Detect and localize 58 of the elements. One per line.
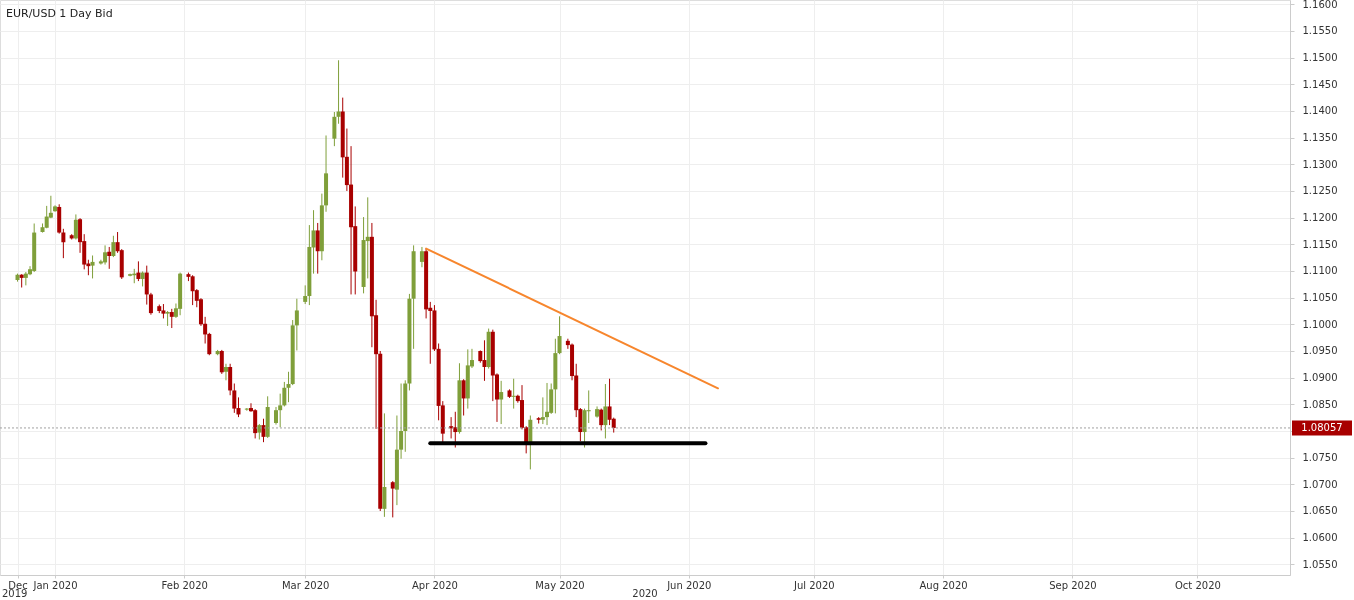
y-tick-label: 1.0900 — [1302, 372, 1338, 384]
candlestick — [557, 315, 562, 355]
y-tick-label: 1.1500 — [1302, 52, 1338, 64]
candlestick — [90, 255, 95, 279]
candlestick — [103, 244, 108, 266]
y-tick-label: 1.1600 — [1302, 0, 1338, 10]
candlestick — [461, 378, 466, 417]
y-tick-label: 1.1400 — [1302, 105, 1338, 117]
x-tick-label: Feb 2020 — [161, 579, 208, 591]
candlestick — [336, 59, 341, 125]
y-tick-label: 1.0850 — [1302, 398, 1338, 410]
x-tick-label: Jan 2020 — [32, 579, 78, 591]
candlestick — [545, 382, 550, 426]
candlestick — [499, 380, 504, 425]
y-tick-label: 1.1300 — [1302, 158, 1338, 170]
candlestick — [223, 363, 228, 381]
text: 2019 — [2, 588, 28, 599]
y-tick-label: 1.1550 — [1302, 25, 1338, 37]
x-tick-label: Jul 2020 — [793, 579, 835, 591]
x-tick-label: May 2020 — [535, 579, 585, 591]
candlestick — [419, 246, 424, 268]
y-tick-label: 1.1350 — [1302, 132, 1338, 144]
y-tick-label: 1.0600 — [1302, 532, 1338, 544]
x-tick-label: Mar 2020 — [281, 579, 330, 591]
x-tick-label: Sep 2020 — [1049, 579, 1097, 591]
candlestick — [261, 418, 266, 443]
x-tick-label: Dec — [8, 579, 28, 591]
y-tick-label: 1.1200 — [1302, 212, 1338, 224]
y-tick-label: 1.1450 — [1302, 78, 1338, 90]
candlestick — [311, 209, 316, 275]
y-tick-label: 1.1250 — [1302, 185, 1338, 197]
candlestick — [190, 274, 195, 306]
ref-line-label: 1.08057 — [1301, 421, 1343, 433]
candlestick — [107, 246, 112, 270]
x-tick-label: Jun 2020 — [666, 579, 712, 591]
text: EUR/USD 1 Day Bid — [6, 7, 113, 20]
y-tick-label: 1.0700 — [1302, 478, 1338, 490]
x-tick-label: Aug 2020 — [919, 579, 968, 591]
candlestick — [603, 383, 608, 439]
y-tick-label: 1.1150 — [1302, 238, 1338, 250]
y-tick-label: 1.1100 — [1302, 265, 1338, 277]
candlestick — [315, 222, 320, 275]
candlestick — [482, 339, 487, 382]
candlestick — [599, 408, 604, 431]
candlestick — [382, 412, 387, 518]
y-tick-label: 1.0750 — [1302, 452, 1338, 464]
candlestick — [136, 260, 141, 282]
y-tick-label: 1.1000 — [1302, 318, 1338, 330]
candlestick — [390, 480, 395, 518]
y-tick-label: 1.0950 — [1302, 345, 1338, 357]
x-tick-label: Apr 2020 — [411, 579, 458, 591]
candlestick — [332, 111, 337, 147]
y-tick-label: 1.1050 — [1302, 292, 1338, 304]
y-tick-label: 1.0650 — [1302, 505, 1338, 517]
candlestick — [111, 235, 116, 258]
text: 2020 — [632, 588, 658, 599]
x-tick-label: Oct 2020 — [1174, 579, 1221, 591]
y-tick-label: 1.0550 — [1302, 558, 1338, 570]
